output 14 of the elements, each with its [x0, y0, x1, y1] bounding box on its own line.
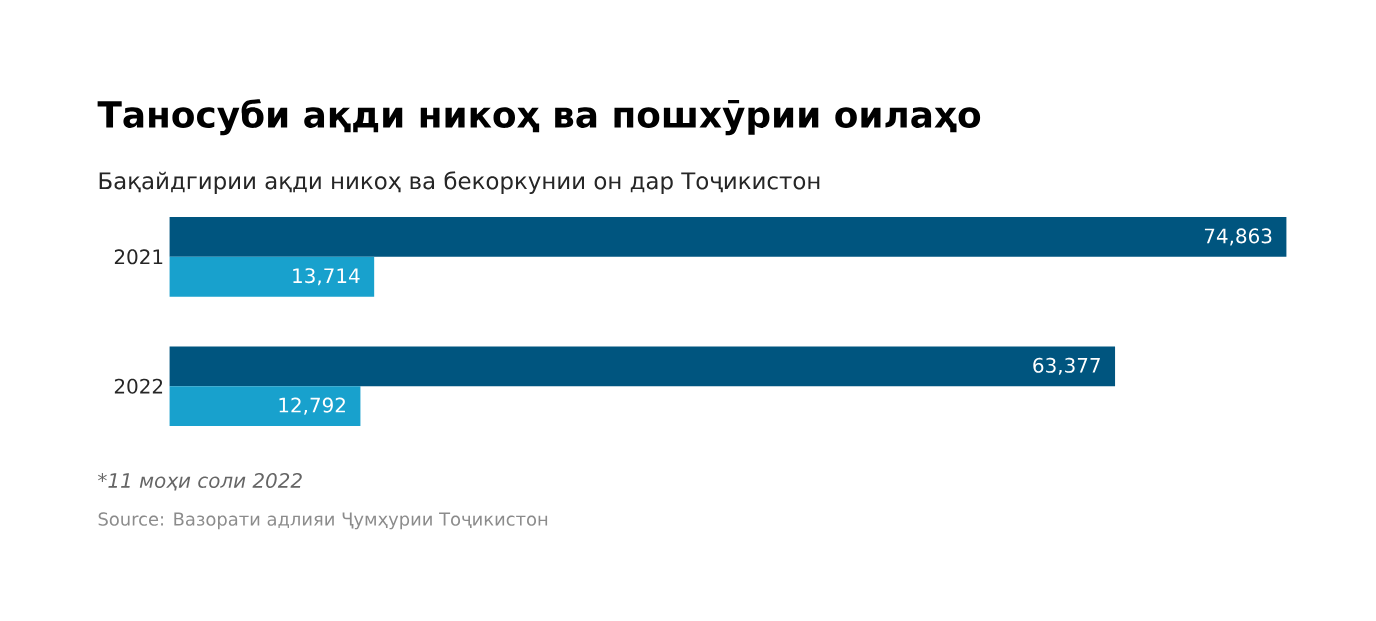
bar [169, 346, 1116, 387]
source-note: Source: Вазорати адлияи Ҷумҳурии Тоҷикистон [98, 512, 548, 530]
bar [169, 386, 361, 426]
data-label: 12,792 [279, 397, 345, 415]
text: *11 моҳи соли 2022 [98, 472, 302, 491]
chart-title: Таносуби ақди никоҳ ва пошхӯрии оилаҳо [97, 98, 981, 136]
data-label: 74,863 [1204, 228, 1272, 246]
y-tick-label: 2021 [114, 249, 163, 265]
bar [169, 256, 375, 297]
bar [169, 216, 1287, 257]
data-label: 13,714 [293, 268, 360, 286]
y-tick-label: 2022 [114, 378, 163, 394]
data-label: 63,377 [1033, 357, 1100, 375]
chart-subtitle: Бақайдгирии ақди никоҳ ва бекоркунии он дар Тоҷикистон [99, 171, 820, 194]
